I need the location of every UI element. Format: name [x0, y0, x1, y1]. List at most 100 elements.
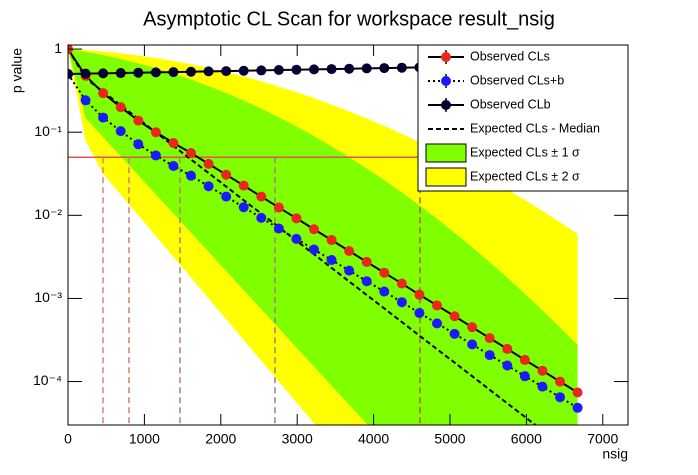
x-tick-label: 4000: [358, 431, 389, 447]
y-axis-label: p value: [9, 48, 25, 93]
data-point: [379, 63, 390, 74]
x-tick-label: 0: [64, 431, 72, 447]
y-tick-label: 10⁻⁴: [33, 372, 62, 388]
chart-title: Asymptotic CL Scan for workspace result_…: [143, 8, 555, 30]
data-point: [238, 202, 249, 213]
data-point: [186, 148, 197, 159]
data-point: [484, 333, 495, 344]
data-point: [256, 191, 267, 202]
legend-label: Expected CLs ± 1 σ: [470, 145, 580, 159]
data-point: [309, 244, 320, 255]
data-point: [361, 256, 372, 267]
data-point: [555, 376, 566, 387]
data-point: [484, 350, 495, 361]
y-tick-label: 10⁻²: [34, 206, 62, 222]
x-axis-label: nsig: [602, 446, 628, 462]
data-point: [414, 289, 425, 300]
data-point: [256, 212, 267, 223]
x-tick-label: 3000: [282, 431, 313, 447]
data-point: [379, 286, 390, 297]
x-tick-label: 6000: [511, 431, 542, 447]
data-point: [221, 169, 232, 180]
data-point: [519, 354, 530, 365]
data-point: [396, 278, 407, 289]
data-point: [396, 297, 407, 308]
data-point: [414, 307, 425, 318]
data-point: [326, 235, 337, 246]
data-point: [326, 64, 337, 75]
legend-label: Observed CLs+b: [470, 73, 564, 87]
data-point: [203, 181, 214, 192]
data-point: [344, 265, 355, 276]
data-point: [467, 339, 478, 350]
data-point: [256, 65, 267, 76]
data-point: [449, 311, 460, 322]
legend: Observed CLs Observed CLs+b Observed CLb Ex…: [417, 44, 629, 192]
data-point: [432, 318, 443, 329]
data-point: [379, 267, 390, 278]
data-point: [291, 213, 302, 224]
data-point: [572, 402, 583, 413]
data-point: [80, 95, 91, 106]
series-line: [68, 73, 579, 409]
x-tick-label: 1000: [129, 431, 160, 447]
data-point: [115, 102, 126, 113]
data-point: [133, 139, 144, 150]
data-point: [186, 66, 197, 77]
data-point: [168, 161, 179, 172]
plot-area: [68, 45, 583, 425]
data-point: [273, 223, 284, 234]
data-point: [98, 88, 109, 99]
data-point: [98, 68, 109, 79]
data-point: [133, 67, 144, 78]
data-point: [238, 180, 249, 191]
data-point: [309, 64, 320, 75]
x-tick-label: 2000: [205, 431, 236, 447]
data-point: [115, 126, 126, 137]
data-point: [344, 63, 355, 74]
data-point: [168, 67, 179, 78]
data-point: [502, 360, 513, 371]
data-point: [203, 66, 214, 77]
legend-box: [417, 44, 629, 192]
data-point: [68, 69, 73, 80]
legend-swatch: [425, 167, 467, 187]
data-point: [537, 365, 548, 376]
axes: 0 1000 2000 3000 4000 5000 6000 7000 10⁻⁴ 10⁻³ 10⁻…: [33, 40, 629, 447]
x-tick-label: 7000: [587, 431, 618, 447]
data-point: [361, 63, 372, 74]
data-point: [168, 138, 179, 149]
legend-label: Observed CLs: [470, 49, 550, 63]
data-point: [150, 150, 161, 161]
y-tick-label: 1: [54, 40, 62, 56]
data-point: [572, 387, 583, 398]
data-point: [203, 158, 214, 169]
legend-marker: [441, 100, 451, 110]
data-point: [432, 300, 443, 311]
data-point: [133, 115, 144, 126]
data-point: [221, 191, 232, 202]
legend-swatch: [425, 143, 467, 163]
y-tick-label: 10⁻¹: [34, 123, 62, 139]
data-point: [291, 233, 302, 244]
data-point: [115, 68, 126, 79]
data-point: [238, 65, 249, 76]
data-point: [502, 343, 513, 354]
y-tick-label: 10⁻³: [34, 289, 62, 305]
data-point: [396, 62, 407, 73]
data-point: [309, 224, 320, 235]
plot-frame: [67, 44, 629, 426]
legend-label: Observed CLb: [470, 97, 551, 111]
data-point: [150, 67, 161, 78]
data-point: [98, 112, 109, 123]
legend-marker: [441, 76, 451, 86]
data-point: [273, 202, 284, 213]
data-point: [326, 254, 337, 265]
data-point: [467, 322, 478, 333]
data-point: [519, 371, 530, 382]
data-point: [273, 65, 284, 76]
data-point: [221, 66, 232, 77]
legend-label: Expected CLs - Median: [470, 121, 600, 135]
band: [68, 49, 578, 425]
